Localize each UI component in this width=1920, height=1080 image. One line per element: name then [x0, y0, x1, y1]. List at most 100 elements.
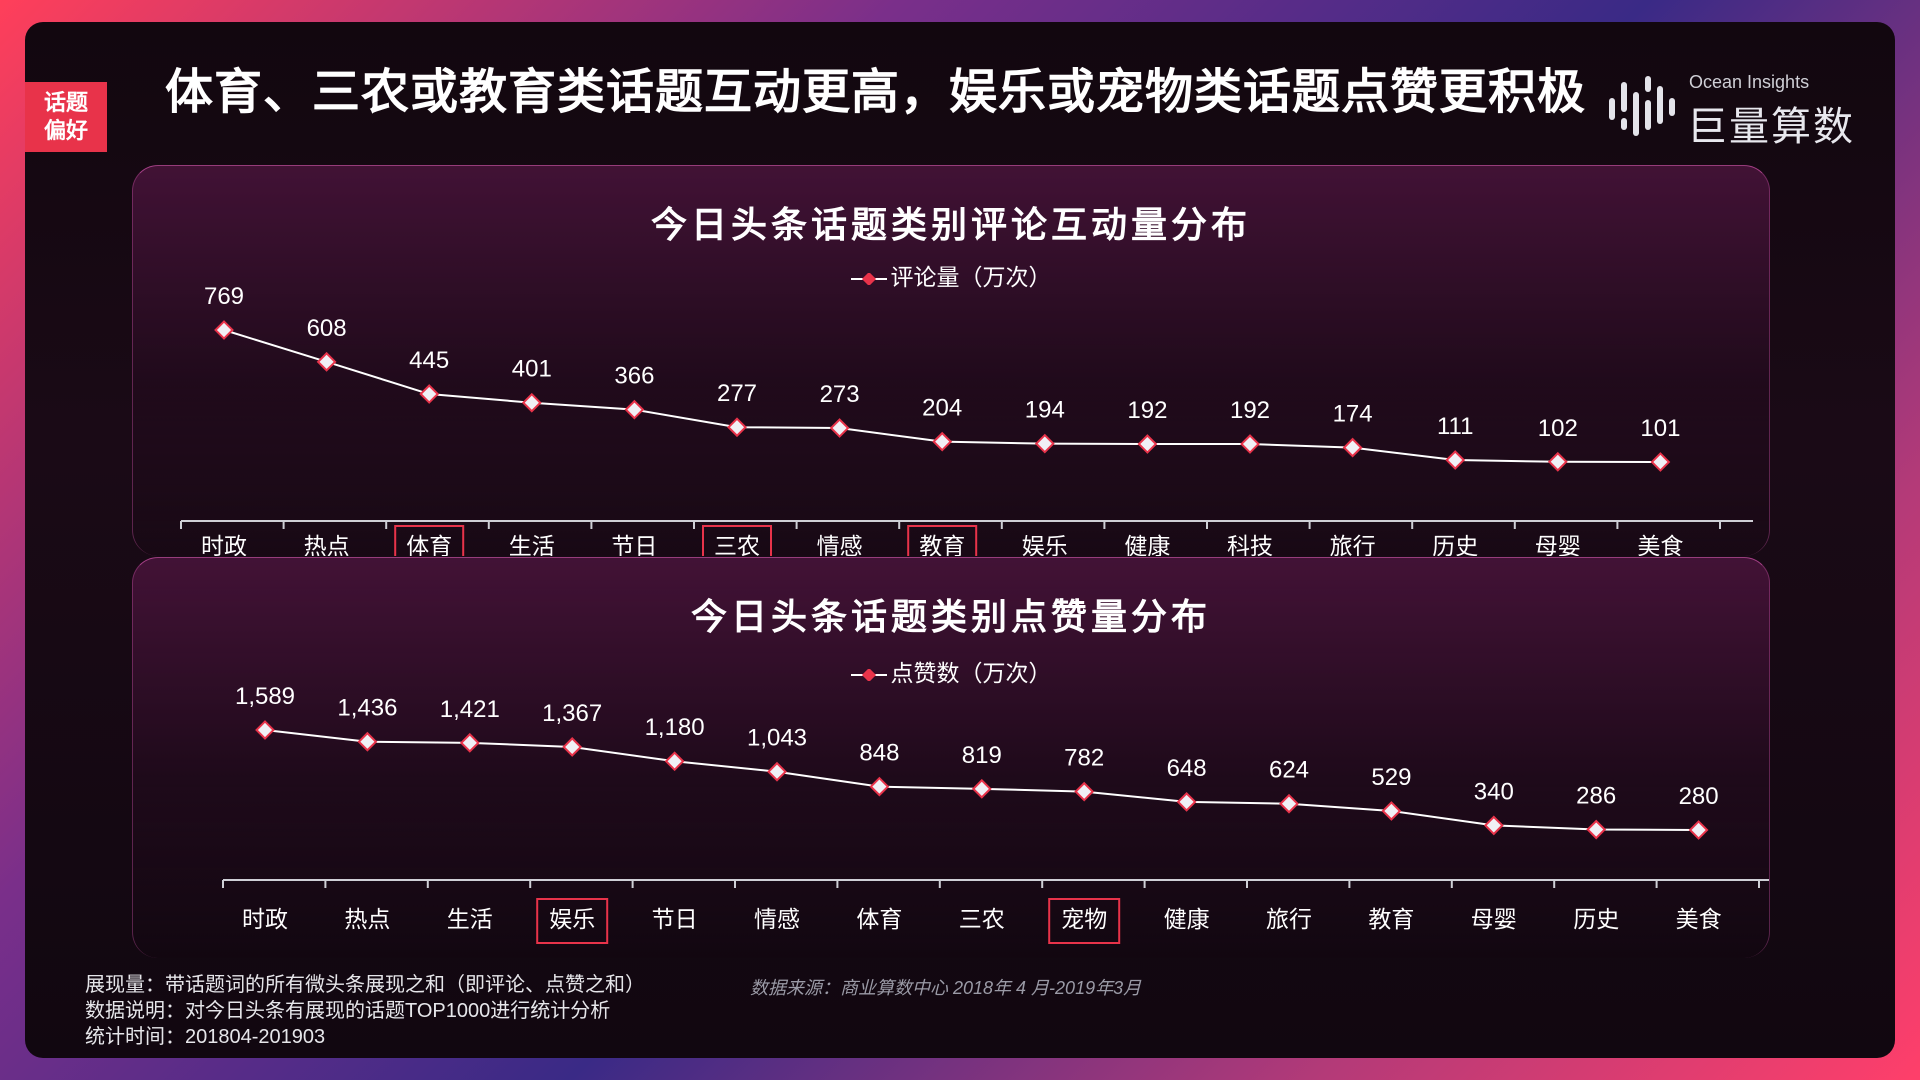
comment-line-chart: 769 时政 608 热点 445 体育 401 生活 366 节日 277 三农 273 情感 204 教育… — [180, 283, 1753, 556]
category-label: 旅行 — [1266, 906, 1312, 932]
data-point-marker — [419, 384, 440, 404]
data-label: 401 — [512, 356, 552, 383]
category-label: 教育 — [1368, 906, 1414, 932]
highlight-box — [1048, 898, 1121, 944]
data-label: 819 — [962, 742, 1002, 769]
category-label: 娱乐 — [1022, 533, 1068, 556]
category-label: 美食 — [1676, 906, 1722, 932]
data-label: 1,043 — [747, 725, 807, 752]
data-label: 1,589 — [235, 683, 295, 710]
legend-label: 评论量（万次） — [890, 264, 1052, 290]
category-label: 娱乐 — [549, 906, 595, 932]
legend-marker-icon — [850, 668, 887, 681]
category-label: 体育 — [406, 533, 452, 556]
legend-label: 点赞数（万次） — [890, 660, 1052, 686]
category-label: 时政 — [201, 533, 247, 556]
section-tag: 话题 偏好 — [25, 82, 107, 152]
highlight-box — [907, 525, 978, 556]
data-point-marker — [829, 418, 850, 438]
data-point-marker — [1547, 451, 1568, 472]
logo-english-text: Ocean Insights — [1689, 72, 1810, 92]
data-label: 529 — [1371, 764, 1411, 791]
data-point-marker — [521, 392, 542, 413]
category-label: 历史 — [1573, 906, 1619, 932]
data-source: 数据来源：商业算数中心 2018年 4 月-2019年3月 — [750, 978, 1142, 998]
data-label: 174 — [1333, 401, 1373, 428]
data-point-marker — [624, 399, 645, 420]
category-label: 母婴 — [1535, 533, 1581, 556]
data-point-marker — [459, 732, 480, 753]
data-label: 1,180 — [645, 714, 705, 741]
legend-marker-icon — [850, 272, 887, 285]
data-label: 192 — [1127, 397, 1167, 424]
data-point-marker — [664, 751, 685, 772]
category-label: 时政 — [242, 906, 288, 932]
category-label: 宠物 — [1061, 906, 1107, 932]
brand-logo: Ocean Insights 巨量算数 — [1605, 68, 1855, 149]
data-point-marker — [1074, 781, 1095, 802]
category-label: 生活 — [447, 906, 493, 932]
section-tag-line2: 偏好 — [43, 118, 88, 143]
category-label: 情感 — [754, 906, 800, 932]
data-label: 101 — [1640, 415, 1680, 442]
data-point-marker — [767, 761, 787, 782]
footnotes: 展现量：带话题词的所有微头条展现之和（即评论、点赞之和） 数据说明：对今日头条有… — [85, 972, 645, 1050]
data-label: 445 — [409, 347, 449, 374]
data-point-marker — [1240, 434, 1260, 454]
category-label: 热点 — [344, 906, 390, 932]
category-label: 旅行 — [1330, 533, 1376, 556]
data-label: 192 — [1230, 397, 1270, 424]
category-label: 节日 — [652, 906, 698, 932]
category-label: 教育 — [919, 533, 965, 556]
data-point-marker — [1279, 793, 1299, 814]
data-point-marker — [1586, 819, 1607, 840]
data-label: 280 — [1679, 783, 1719, 810]
data-point-marker — [1688, 820, 1709, 840]
category-label: 科技 — [1227, 533, 1273, 556]
data-point-marker — [1176, 791, 1197, 812]
data-point-marker — [255, 720, 275, 740]
data-label: 782 — [1064, 745, 1104, 772]
highlight-box — [394, 525, 465, 556]
chart-title: 今日头条话题类别点赞量分布 — [690, 596, 1211, 637]
data-label: 848 — [859, 740, 899, 767]
data-point-marker — [1483, 815, 1504, 836]
data-label: 277 — [717, 380, 757, 407]
category-label: 节日 — [611, 533, 657, 556]
data-label: 102 — [1538, 415, 1578, 442]
data-point-marker — [932, 431, 953, 452]
data-label: 1,421 — [440, 696, 500, 723]
footnote-period: 统计时间：201804-201903 — [85, 1026, 326, 1048]
category-label: 生活 — [509, 533, 555, 556]
comment-chart-panel: 今日头条话题类别评论互动量分布 评论量（万次） 769 时政 608 热点 445 体育 4… — [132, 165, 1770, 556]
data-point-marker — [316, 351, 337, 372]
category-label: 母婴 — [1471, 906, 1517, 932]
data-label: 608 — [307, 315, 347, 342]
data-label: 204 — [922, 395, 962, 422]
category-label: 健康 — [1124, 533, 1170, 556]
like-chart-panel: 今日头条话题类别点赞量分布 点赞数（万次） 1,589 时政 1,436 热点 1,42… — [132, 557, 1770, 958]
category-label: 健康 — [1164, 906, 1210, 932]
category-label: 体育 — [856, 906, 902, 932]
data-label: 273 — [820, 381, 860, 408]
data-point-marker — [1650, 452, 1671, 472]
data-point-marker — [357, 731, 378, 752]
data-label: 286 — [1576, 783, 1616, 810]
category-label: 历史 — [1432, 533, 1478, 556]
section-tag-line1: 话题 — [43, 90, 88, 115]
data-point-marker — [727, 417, 747, 438]
chart-legend: 评论量（万次） — [133, 258, 1769, 292]
category-label: 情感 — [817, 533, 863, 556]
data-point-marker — [214, 320, 234, 340]
data-point-marker — [971, 778, 992, 799]
data-label: 194 — [1025, 397, 1065, 424]
data-point-marker — [869, 776, 890, 797]
page-title: 体育、三农或教育类话题互动更高，娱乐或宠物类话题点赞更积极 — [165, 66, 1587, 119]
data-point-marker — [1034, 433, 1055, 454]
highlight-box — [702, 525, 772, 556]
footnote-definition: 展现量：带话题词的所有微头条展现之和（即评论、点赞之和） — [85, 974, 645, 996]
data-point-marker — [1137, 434, 1158, 454]
category-label: 热点 — [304, 533, 350, 556]
data-point-marker — [1381, 801, 1402, 821]
chart-title: 今日头条话题类别评论互动量分布 — [650, 204, 1251, 245]
